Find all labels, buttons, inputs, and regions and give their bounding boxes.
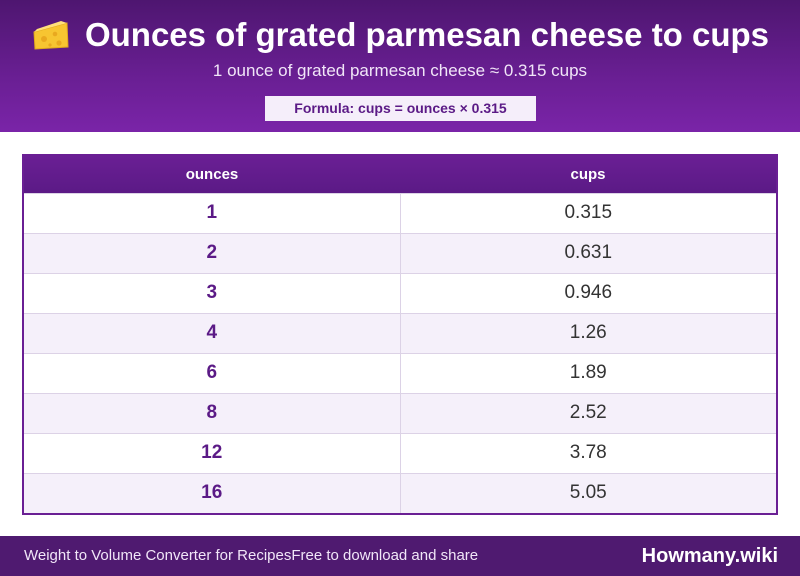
cups-cell: 1.26 xyxy=(400,312,776,353)
table-row: 1 0.315 xyxy=(24,192,776,233)
ounces-cell: 8 xyxy=(24,392,401,433)
table-row: 4 1.26 xyxy=(24,312,776,353)
footer: Weight to Volume Converter for RecipesFr… xyxy=(0,536,800,576)
column-header-cups: cups xyxy=(570,165,606,183)
title-text: Ounces of grated parmesan cheese to cups xyxy=(84,16,770,53)
ounces-cell: 6 xyxy=(24,352,401,393)
ounces-cell: 4 xyxy=(24,312,401,353)
formula-badge: Formula: cups = ounces × 0.315 xyxy=(265,96,536,121)
header: Ounces of grated parmesan cheese to cups… xyxy=(0,0,800,132)
cups-cell: 0.315 xyxy=(400,192,776,233)
ounces-cell: 2 xyxy=(24,232,401,273)
table-row: 3 0.946 xyxy=(24,272,776,313)
conversion-table: ounces cups 1 0.315 2 0.631 3 0.946 4 1.… xyxy=(22,154,778,515)
cheese-icon xyxy=(31,18,71,52)
ounces-cell: 3 xyxy=(24,272,401,313)
cups-cell: 3.78 xyxy=(400,432,776,473)
ounces-cell: 12 xyxy=(24,432,401,473)
footer-tagline-b: Free to download and share xyxy=(291,547,479,564)
table-row: 6 1.89 xyxy=(24,352,776,393)
footer-brand: Howmany.wiki xyxy=(641,545,778,567)
cups-cell: 0.631 xyxy=(400,232,776,273)
cups-cell: 2.52 xyxy=(400,392,776,433)
cups-cell: 0.946 xyxy=(400,272,776,313)
table-header-row: ounces cups xyxy=(24,156,776,193)
footer-tagline: Weight to Volume Converter for RecipesFr… xyxy=(24,536,478,576)
footer-tagline-a: Weight to Volume Converter for Recipes xyxy=(24,547,292,564)
cups-cell: 5.05 xyxy=(400,472,776,513)
table-row: 12 3.78 xyxy=(24,432,776,473)
ounces-cell: 1 xyxy=(24,192,401,233)
column-header-ounces: ounces xyxy=(185,165,239,183)
table-row: 8 2.52 xyxy=(24,392,776,433)
cups-cell: 1.89 xyxy=(400,352,776,393)
subtitle: 1 ounce of grated parmesan cheese ≈ 0.31… xyxy=(212,61,588,80)
page-title: Ounces of grated parmesan cheese to cups xyxy=(0,14,800,56)
table-row: 16 5.05 xyxy=(24,472,776,513)
table-row: 2 0.631 xyxy=(24,232,776,273)
ounces-cell: 16 xyxy=(24,472,401,513)
